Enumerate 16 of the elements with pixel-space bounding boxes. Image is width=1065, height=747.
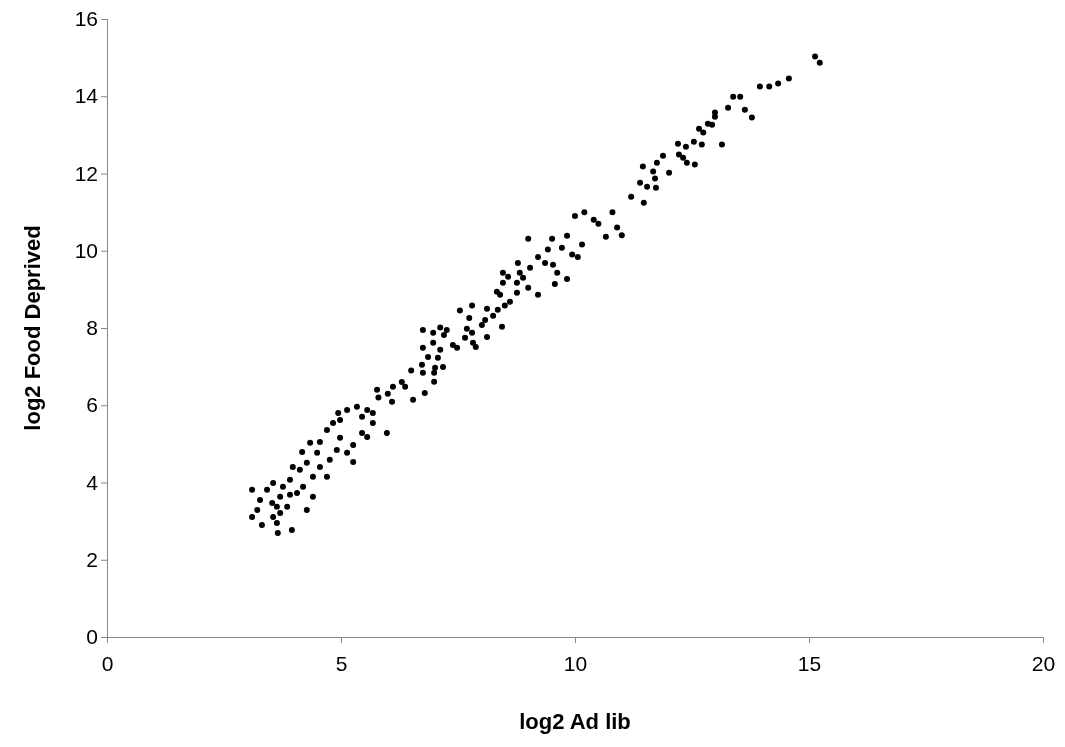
y-tick-label: 16 <box>74 7 98 31</box>
x-tick-label: 5 <box>335 652 348 676</box>
x-tick-label: 10 <box>563 652 588 676</box>
y-tick-label: 2 <box>86 547 98 571</box>
y-tick-label: 12 <box>74 161 98 185</box>
y-tick-label: 8 <box>86 316 98 340</box>
y-tick-label: 4 <box>86 470 99 494</box>
y-axis-title: log2 Food Deprived <box>20 225 45 431</box>
y-tick-label: 14 <box>74 84 99 108</box>
x-tick-label: 15 <box>797 652 822 676</box>
x-tick-label: 0 <box>101 652 114 676</box>
x-tick-label: 20 <box>1031 652 1056 676</box>
y-tick-label: 6 <box>86 393 98 417</box>
y-tick-label: 0 <box>86 625 98 649</box>
y-tick-label: 10 <box>74 238 98 262</box>
x-axis-title: log2 Ad lib <box>519 709 631 734</box>
